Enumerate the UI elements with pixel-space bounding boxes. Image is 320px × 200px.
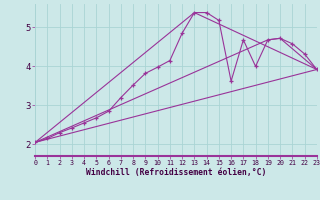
X-axis label: Windchill (Refroidissement éolien,°C): Windchill (Refroidissement éolien,°C) (86, 168, 266, 177)
